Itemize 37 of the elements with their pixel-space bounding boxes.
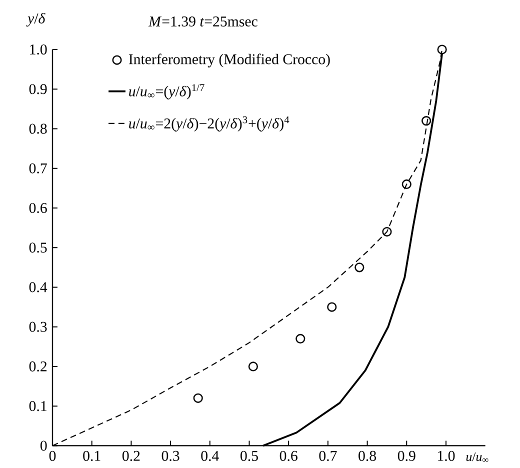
y-axis-title: y/δ <box>26 12 46 26</box>
point <box>327 302 337 312</box>
y-tick-label: 0.1 <box>29 400 46 411</box>
x-tick-label: 0.6 <box>280 450 298 461</box>
text: u/u$_{∞}$=2(y/δ)−2(y/δ)$^{3}$+(y/δ)$^{4}$ <box>129 116 290 132</box>
y-tick-label: 0.5 <box>29 242 47 252</box>
point <box>402 179 412 189</box>
x-tick-label: 0.5 <box>240 450 258 461</box>
chart-title: M=1.39 t=25msec <box>148 16 258 26</box>
legend-label: Interferometry (Modified Crocco) <box>128 53 330 68</box>
point <box>354 262 364 272</box>
x-tick-label: 0.3 <box>162 450 180 461</box>
x-tick-label: 0.8 <box>358 450 376 461</box>
y-tick-label: 0.7 <box>29 163 47 174</box>
point <box>422 116 432 126</box>
point <box>248 361 258 372</box>
y-tick-label: 0.3 <box>29 322 47 332</box>
y-tick-label: 0.8 <box>29 123 47 134</box>
y-tick-label: 0.2 <box>29 361 47 372</box>
x-tick-label: 0.4 <box>201 450 219 461</box>
x-tick-label: 0.9 <box>398 450 416 461</box>
text: u/u$_{∞}$=(y/δ)$^{1/7}$ <box>129 84 204 100</box>
point <box>437 44 447 54</box>
y-tick-label: 0.4 <box>29 282 48 292</box>
y-tick-label: 0.9 <box>29 84 47 94</box>
x-tick-label: 0.1 <box>83 450 100 461</box>
x-axis-title: u/u$_{∞}$ <box>466 452 488 462</box>
point <box>296 334 306 344</box>
x-tick-label: 0.2 <box>122 450 140 461</box>
y-tick-label: 0.6 <box>29 202 47 213</box>
x-tick-label: 1.0 <box>438 450 455 461</box>
y-tick-label: 0 <box>40 440 47 450</box>
x-tick-label: 0.7 <box>319 450 337 461</box>
x-tick-label: 0 <box>49 450 56 461</box>
y-tick-label: 1.0 <box>30 44 47 54</box>
point <box>193 393 203 403</box>
point <box>382 226 392 236</box>
